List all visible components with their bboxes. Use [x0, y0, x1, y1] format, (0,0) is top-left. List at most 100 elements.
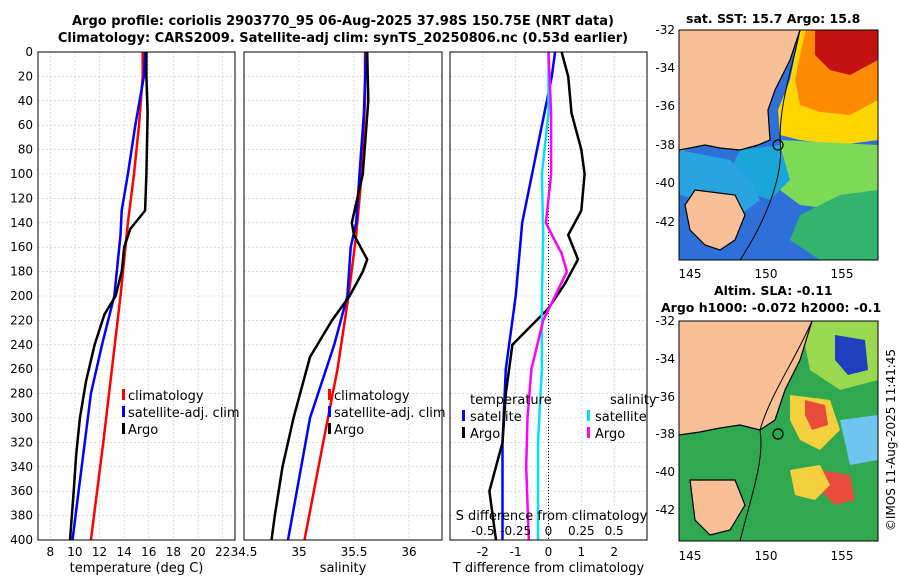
x-tick-label: -2 — [477, 545, 489, 559]
y-tick-label: 80 — [18, 143, 33, 157]
map-lat-tick: -40 — [655, 465, 675, 479]
s-tick-label: -0.25 — [500, 524, 531, 538]
sla-map-title-line2: Argo h1000: -0.072 h2000: -0.1 — [661, 300, 882, 315]
x-tick-label: 20 — [190, 545, 205, 559]
legend-swatch — [122, 423, 125, 434]
y-tick-label: 180 — [10, 265, 33, 279]
map-lon-tick: 145 — [679, 267, 702, 281]
difference-panel: -2 -1 0 1 2 T difference from climatology temp… — [449, 51, 657, 576]
y-tick-label: 100 — [10, 167, 33, 181]
legend-swatch — [587, 427, 590, 438]
legend-swatch — [462, 410, 465, 421]
legend-label: Argo — [334, 423, 364, 438]
map-lat-tick: -38 — [655, 138, 675, 152]
y-tick-label: 300 — [10, 411, 33, 425]
imos-credit: ©IMOS 11-Aug-2025 11:41:45 — [884, 349, 898, 531]
sst-map-title: sat. SST: 15.7 Argo: 15.8 — [686, 11, 861, 26]
x-axis-label: salinity — [320, 561, 367, 576]
legend-label: climatology — [334, 389, 410, 404]
x-tick-label: 35 — [291, 545, 306, 559]
legend-label: satellite — [595, 410, 647, 425]
series-line-s-satellite — [536, 52, 550, 540]
x-tick-label: 34.5 — [231, 545, 258, 559]
y-tick-label: 200 — [10, 289, 33, 303]
map-lat-tick: -36 — [655, 99, 675, 113]
x-tick-label: 12 — [92, 545, 107, 559]
x-axis-label: temperature (deg C) — [70, 561, 204, 576]
legend-title-salinity: salinity — [610, 393, 657, 408]
s-axis-label: S difference from climatology — [456, 509, 648, 524]
y-tick-label: 60 — [18, 118, 33, 132]
s-tick-label: 0.25 — [568, 524, 595, 538]
x-tick-label: 36 — [401, 545, 416, 559]
series-line-s-argo — [524, 52, 569, 540]
map-lat-tick: -42 — [655, 215, 675, 229]
legend-swatch — [328, 423, 331, 434]
series-line-satellite-adj-clim — [286, 52, 368, 540]
map-lat-tick: -32 — [655, 314, 675, 328]
legend-swatch — [328, 406, 331, 417]
legend-swatch — [462, 427, 465, 438]
map-ticks: -32 -32 -34 -34 -36 -36 -38 -38 -40 -40 -42 -42 145 1… — [655, 23, 898, 563]
y-tick-label: 380 — [10, 509, 33, 523]
y-tick-label: 400 — [10, 533, 33, 547]
axes-frame — [243, 51, 443, 541]
y-tick-label: 280 — [10, 387, 33, 401]
map-lat-tick: -32 — [655, 23, 675, 37]
map-lat-tick: -42 — [655, 503, 675, 517]
y-tick-label: 140 — [10, 216, 33, 230]
series-line-argo — [270, 52, 370, 540]
series-line-t-argo — [488, 52, 586, 540]
axes-frame — [37, 51, 236, 541]
y-tick-label: 0 — [25, 45, 33, 59]
map-lat-tick: -40 — [655, 176, 675, 190]
axes-frame — [449, 51, 648, 541]
x-tick-label: 18 — [166, 545, 181, 559]
map-lon-tick: 150 — [755, 267, 778, 281]
x-tick-label: 10 — [67, 545, 82, 559]
series-line-satellite-adj-clim — [71, 52, 147, 540]
map-lon-tick: 150 — [755, 549, 778, 563]
chart-title-line2: Climatology: CARS2009. Satellite-adj cli… — [57, 31, 629, 46]
series-line-argo — [68, 52, 149, 540]
y-tick-label: 220 — [10, 313, 33, 327]
legend-label: satellite — [470, 410, 522, 425]
temperature-panel: 0 20 40 60 80 100 120 140 160 180 200 220 240 260 280 3… — [10, 45, 240, 576]
sla-map-title-line1: Altim. SLA: -0.11 — [714, 283, 833, 298]
map-lat-tick: -38 — [655, 427, 675, 441]
legend-title-temperature: temperature — [470, 393, 552, 408]
map-lat-tick: -36 — [655, 390, 675, 404]
y-tick-label: 360 — [10, 484, 33, 498]
x-tick-label: -1 — [510, 545, 522, 559]
sst-map — [678, 29, 879, 261]
x-tick-label: 2 — [610, 545, 618, 559]
legend-label: satellite-adj. clim — [334, 406, 446, 421]
legend-label: climatology — [128, 389, 204, 404]
x-tick-label: 8 — [46, 545, 54, 559]
x-tick-label: 16 — [141, 545, 156, 559]
map-lon-tick: 145 — [679, 549, 702, 563]
map-lat-tick: -34 — [655, 352, 675, 366]
y-tick-label: 260 — [10, 362, 33, 376]
legend-label: Argo — [470, 427, 500, 442]
s-tick-label: 0.5 — [605, 524, 624, 538]
salinity-panel: 34.5 35 35.5 36 salinity climatology satellite… — [231, 51, 446, 576]
legend-swatch — [328, 389, 331, 400]
map-lon-tick: 155 — [831, 549, 854, 563]
map-lon-tick: 155 — [831, 267, 854, 281]
x-tick-label: 22 — [215, 545, 230, 559]
legend-swatch — [587, 410, 590, 421]
y-tick-label: 120 — [10, 191, 33, 205]
chart-title-line1: Argo profile: coriolis 2903770_95 06-Aug… — [71, 14, 614, 29]
x-tick-label: 0 — [545, 545, 553, 559]
y-tick-label: 340 — [10, 460, 33, 474]
s-tick-label: -0.5 — [471, 524, 494, 538]
y-tick-label: 40 — [18, 94, 33, 108]
y-tick-label: 240 — [10, 338, 33, 352]
legend-label: satellite-adj. clim — [128, 406, 240, 421]
legend-swatch — [122, 406, 125, 417]
x-tick-label: 14 — [117, 545, 132, 559]
y-tick-label: 160 — [10, 240, 33, 254]
x-tick-label: 35.5 — [341, 545, 368, 559]
map-lat-tick: -34 — [655, 61, 675, 75]
